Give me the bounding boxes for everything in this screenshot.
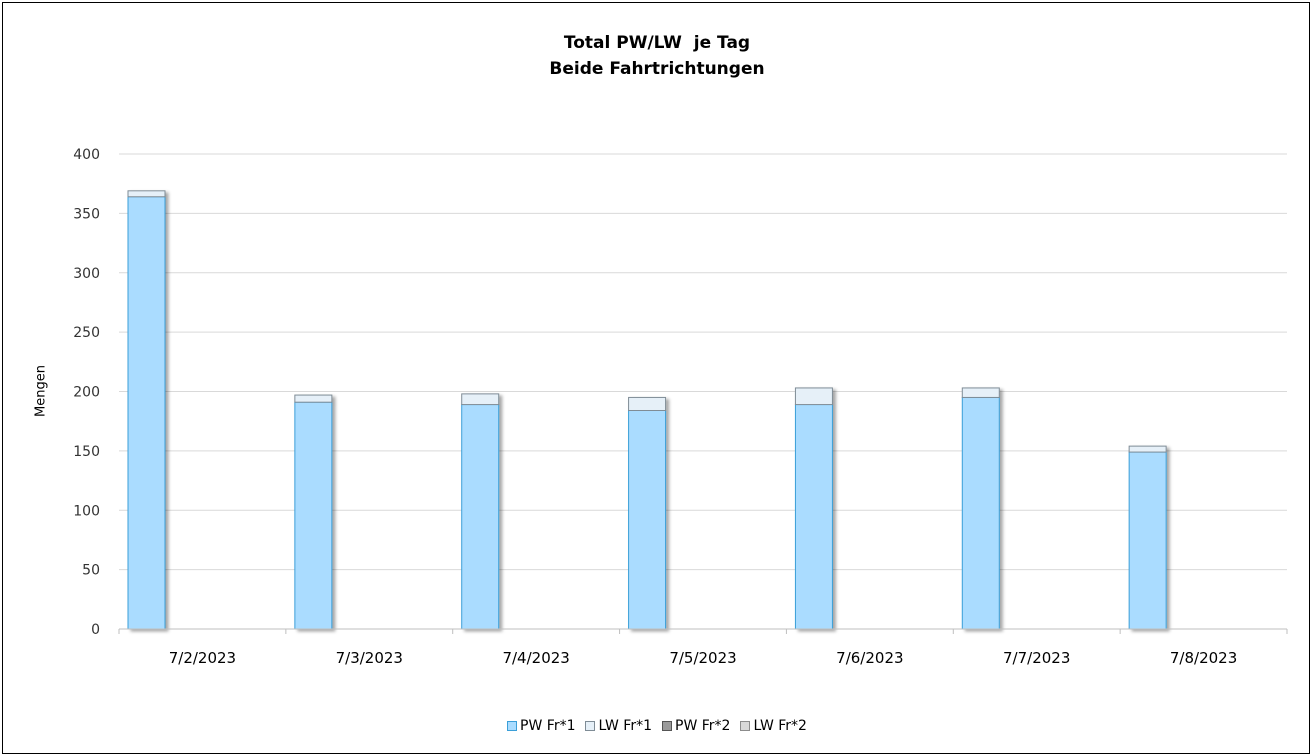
x-tick-label: 7/2/2023 — [169, 649, 236, 667]
legend-label: PW Fr*1 — [520, 718, 576, 734]
bar-stack — [961, 387, 1000, 630]
bar-chart: 0 50 100 150 200 250 300 350 400 7/2/2023 7/3/202… — [73, 147, 1288, 667]
bar — [794, 404, 833, 630]
y-tick-label: 250 — [73, 325, 100, 341]
bar — [961, 387, 1000, 398]
bar-stack — [1128, 445, 1167, 630]
bar — [294, 394, 333, 403]
legend-item: PW Fr*2 — [662, 718, 730, 734]
bar — [127, 196, 166, 630]
bar — [1128, 451, 1167, 630]
bar-stack — [461, 393, 500, 630]
bar — [961, 396, 1000, 630]
legend-item: LW Fr*1 — [585, 718, 652, 734]
bars — [127, 190, 1167, 630]
chart-title: Total PW/LW je Tag — [563, 33, 751, 53]
bar — [294, 401, 333, 630]
bar-stack — [794, 387, 833, 630]
y-tick-label: 300 — [73, 266, 100, 282]
x-tick-label: 7/8/2023 — [1170, 649, 1237, 667]
y-axis-ticks: 0 50 100 150 200 250 300 350 400 — [73, 147, 100, 638]
legend-label: LW Fr*1 — [598, 718, 652, 734]
y-tick-label: 100 — [73, 503, 100, 519]
x-axis — [118, 628, 1288, 634]
x-tick-label: 7/5/2023 — [669, 649, 736, 667]
y-tick-label: 50 — [82, 563, 100, 579]
legend-swatch — [662, 721, 672, 731]
x-axis-categories: 7/2/2023 7/3/2023 7/4/2023 7/5/2023 7/6/2023… — [169, 649, 1238, 667]
legend-label: PW Fr*2 — [675, 718, 731, 734]
x-tick-label: 7/4/2023 — [502, 649, 569, 667]
bar — [461, 393, 500, 406]
bar — [127, 190, 166, 198]
bar — [628, 410, 667, 630]
legend-item: LW Fr*2 — [740, 718, 807, 734]
bar — [1128, 445, 1167, 453]
y-tick-label: 0 — [91, 622, 100, 638]
bar-stack — [628, 396, 667, 630]
x-tick-label: 7/7/2023 — [1003, 649, 1070, 667]
chart-subtitle: Beide Fahrtrichtungen — [549, 59, 765, 79]
bar — [461, 404, 500, 630]
chart-title-block: Total PW/LW je Tag Beide Fahrtrichtungen — [0, 30, 1314, 82]
gridlines — [119, 153, 1287, 571]
legend-label: LW Fr*2 — [753, 718, 807, 734]
legend: PW Fr*1 LW Fr*1 PW Fr*2 LW Fr*2 — [0, 718, 1314, 734]
bar-stack — [127, 190, 166, 630]
legend-swatch — [585, 721, 596, 731]
bar-stack — [294, 394, 333, 630]
y-tick-label: 350 — [73, 206, 100, 222]
y-tick-label: 400 — [73, 147, 100, 163]
x-tick-label: 7/3/2023 — [336, 649, 403, 667]
legend-swatch — [507, 721, 518, 731]
legend-swatch — [740, 721, 751, 731]
bar — [628, 396, 667, 411]
y-tick-label: 150 — [73, 444, 100, 460]
y-tick-label: 200 — [73, 385, 100, 401]
bar — [794, 387, 833, 406]
x-tick-label: 7/6/2023 — [836, 649, 903, 667]
legend-item: PW Fr*1 — [507, 718, 575, 734]
